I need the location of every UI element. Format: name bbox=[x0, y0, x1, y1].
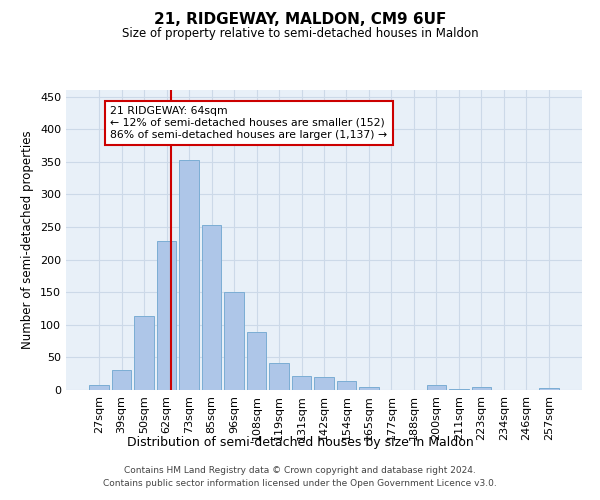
Text: Contains HM Land Registry data © Crown copyright and database right 2024.
Contai: Contains HM Land Registry data © Crown c… bbox=[103, 466, 497, 487]
Bar bbox=[472, 388, 491, 390]
Text: Size of property relative to semi-detached houses in Maldon: Size of property relative to semi-detach… bbox=[122, 28, 478, 40]
Bar bbox=[179, 160, 199, 390]
Y-axis label: Number of semi-detached properties: Number of semi-detached properties bbox=[22, 130, 34, 350]
Bar bbox=[134, 316, 154, 390]
Bar bbox=[157, 242, 176, 390]
Bar bbox=[224, 292, 244, 390]
Bar bbox=[539, 388, 559, 390]
Bar bbox=[449, 388, 469, 390]
Bar bbox=[314, 377, 334, 390]
Bar bbox=[89, 386, 109, 390]
Bar bbox=[247, 332, 266, 390]
Bar bbox=[112, 370, 131, 390]
Bar bbox=[269, 362, 289, 390]
Text: Distribution of semi-detached houses by size in Maldon: Distribution of semi-detached houses by … bbox=[127, 436, 473, 449]
Bar bbox=[337, 381, 356, 390]
Bar bbox=[359, 386, 379, 390]
Text: 21 RIDGEWAY: 64sqm
← 12% of semi-detached houses are smaller (152)
86% of semi-d: 21 RIDGEWAY: 64sqm ← 12% of semi-detache… bbox=[110, 106, 388, 140]
Bar bbox=[427, 386, 446, 390]
Bar bbox=[202, 225, 221, 390]
Text: 21, RIDGEWAY, MALDON, CM9 6UF: 21, RIDGEWAY, MALDON, CM9 6UF bbox=[154, 12, 446, 28]
Bar bbox=[292, 376, 311, 390]
